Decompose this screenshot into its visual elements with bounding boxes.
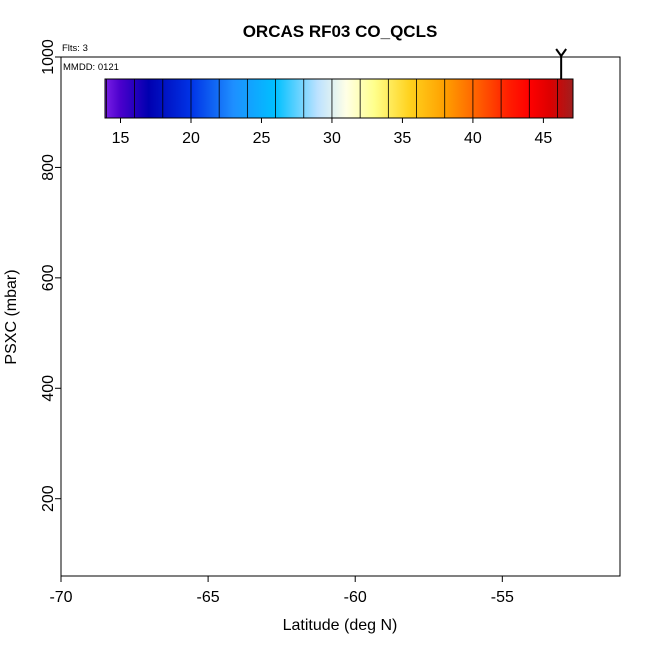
colorbar-tick-label: 35 [394, 130, 412, 147]
date-note: MMDD: 0121 [63, 62, 119, 73]
sample-point [480, 190, 489, 198]
sample-point [345, 64, 354, 72]
sample-point [260, 341, 268, 349]
colorbar: 15 20 25 30 35 40 45 [104, 78, 574, 147]
sample-point [436, 505, 445, 514]
sample-point [174, 157, 183, 165]
sample-point [289, 68, 298, 77]
x-tick-label: -70 [49, 589, 72, 606]
x-tick-label: -55 [491, 589, 514, 606]
sample-point [392, 392, 401, 401]
sample-point [233, 398, 242, 406]
sample-point [322, 505, 330, 514]
colorbar-tick-labels: 15 20 25 30 35 40 45 [112, 118, 552, 147]
sample-point [104, 157, 112, 165]
sample-points [89, 58, 508, 514]
sample-point [98, 199, 106, 208]
sample-point [410, 505, 418, 514]
colorbar-divisions [106, 79, 558, 118]
sample-point [354, 191, 362, 199]
colorbar-tick-label: 25 [253, 130, 271, 147]
y-axis-label: PSXC (mbar) [3, 269, 20, 364]
y-tick-label: 200 [40, 485, 57, 512]
sample-point [283, 68, 292, 77]
sample-point [477, 285, 486, 293]
sample-point [349, 64, 358, 72]
colorbar-tick-label: 30 [323, 130, 341, 147]
y-axis: 200 400 600 800 1000 [40, 39, 61, 512]
x-tick-label: -60 [344, 589, 367, 606]
sample-point [454, 423, 462, 431]
arrow-head [555, 48, 567, 58]
sample-point [472, 304, 480, 312]
colorbar-tick-label: 15 [112, 130, 130, 147]
plot-frame [60, 56, 621, 577]
flights-note: Flts: 3 [62, 43, 88, 54]
sample-point [439, 396, 448, 405]
y-tick-label: 800 [40, 154, 57, 181]
x-axis-label: Latitude (deg N) [283, 617, 398, 634]
sample-point [427, 504, 436, 512]
y-tick-label: 400 [40, 375, 57, 402]
sample-point [151, 157, 159, 165]
y-tick-label: 600 [40, 264, 57, 291]
sample-point [419, 396, 427, 405]
sample-point [500, 58, 508, 67]
y-tick-label: 1000 [40, 39, 57, 75]
sample-point [227, 348, 236, 357]
colorbar-gradient [104, 78, 574, 119]
sample-point [213, 246, 221, 254]
sample-point [336, 348, 345, 357]
colorbar-tick-label: 45 [534, 130, 552, 147]
sample-point [124, 157, 133, 165]
colorbar-tick-label: 40 [464, 130, 482, 147]
sample-point [339, 141, 348, 150]
sample-point [407, 396, 415, 405]
x-axis: -70 -65 -60 -55 [49, 576, 514, 606]
sample-point [89, 75, 98, 83]
sample-point [495, 58, 504, 67]
colorbar-tick-label: 20 [182, 130, 200, 147]
sample-point [101, 147, 109, 155]
chart-title: ORCAS RF03 CO_QCLS [243, 22, 438, 41]
sample-point [219, 505, 227, 514]
sample-point [457, 391, 465, 399]
x-tick-label: -65 [197, 589, 220, 606]
sample-point [316, 304, 324, 312]
sample-point [369, 306, 377, 314]
